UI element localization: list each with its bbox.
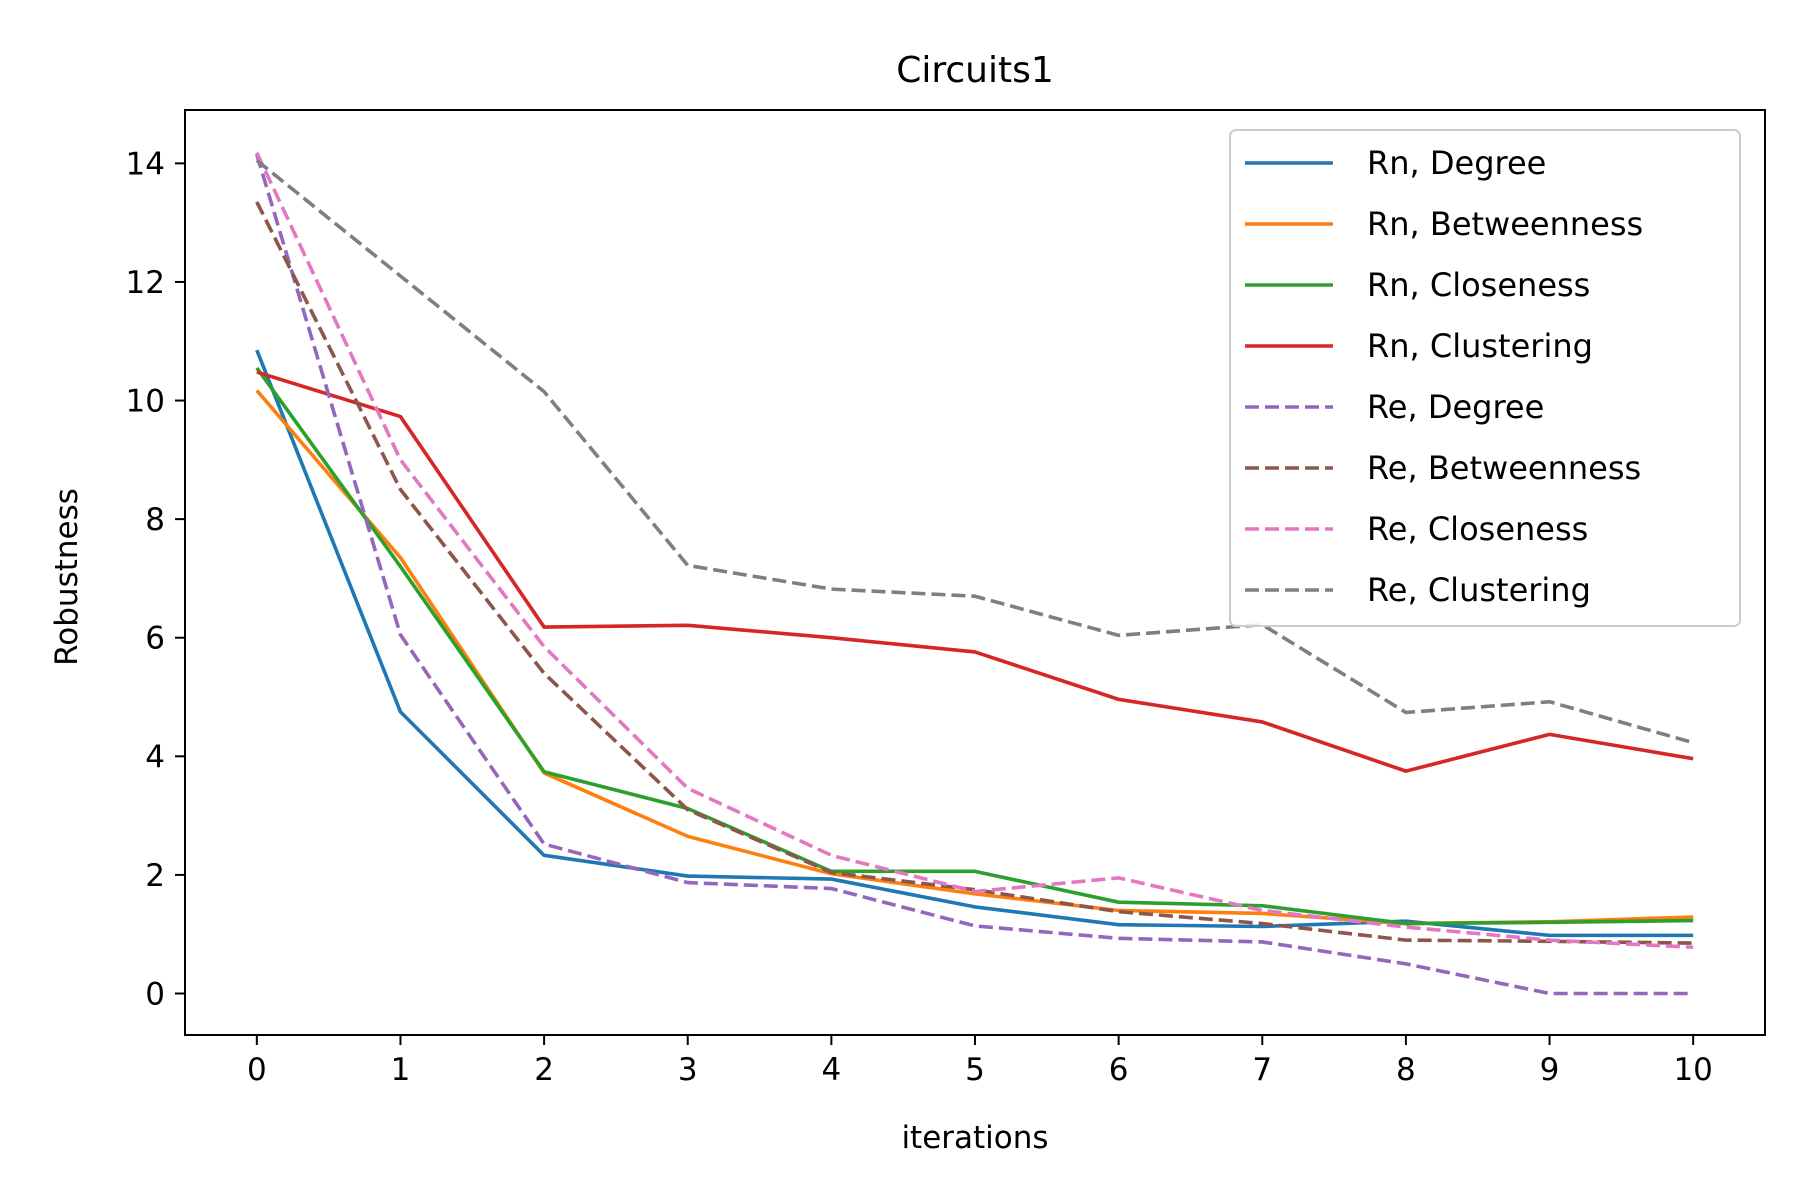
y-tick-label: 12 [126, 265, 165, 301]
x-tick-label: 0 [247, 1052, 267, 1088]
series-line-3 [256, 370, 1694, 773]
legend-label-3: Rn, Clustering [1367, 327, 1593, 365]
legend-label-5: Re, Betweenness [1367, 449, 1641, 487]
x-tick-label: 3 [678, 1052, 698, 1088]
x-tick-label: 2 [534, 1052, 554, 1088]
legend-label-0: Rn, Degree [1367, 144, 1546, 182]
series-line-0 [255, 349, 1694, 938]
x-tick-label: 8 [1396, 1052, 1416, 1088]
legend: Rn, Degree Rn, Betweenness Rn, Closeness Rn… [1229, 129, 1741, 627]
x-tick-label: 9 [1540, 1052, 1560, 1088]
series-line-7 [255, 158, 1694, 745]
x-tick-label: 7 [1252, 1052, 1272, 1088]
legend-label-2: Rn, Closeness [1367, 266, 1590, 304]
y-tick-label: 10 [126, 384, 165, 420]
y-tick-label: 4 [145, 739, 165, 775]
chart-title: Circuits1 [896, 50, 1054, 91]
legend-label-1: Rn, Betweenness [1367, 205, 1643, 243]
series-line-2 [255, 366, 1694, 926]
y-tick-label: 2 [145, 858, 165, 894]
legend-label-4: Re, Degree [1367, 388, 1544, 426]
y-tick-label: 0 [145, 976, 165, 1012]
x-axis-label: iterations [901, 1120, 1048, 1156]
y-tick-label: 14 [126, 146, 165, 182]
y-tick-label: 8 [145, 502, 165, 538]
x-tick-label: 10 [1673, 1052, 1712, 1088]
series-line-4 [255, 153, 1694, 996]
legend-label-6: Re, Closeness [1367, 510, 1588, 548]
x-tick-label: 4 [821, 1052, 841, 1088]
legend-box [1229, 129, 1741, 627]
x-tick-label: 5 [965, 1052, 985, 1088]
x-tick-label: 6 [1109, 1052, 1129, 1088]
y-tick-label: 6 [145, 621, 165, 657]
series-line-6 [255, 151, 1694, 950]
y-axis-label: Robustness [49, 488, 85, 666]
x-tick-label: 1 [391, 1052, 411, 1088]
legend-label-7: Re, Clustering [1367, 571, 1591, 609]
